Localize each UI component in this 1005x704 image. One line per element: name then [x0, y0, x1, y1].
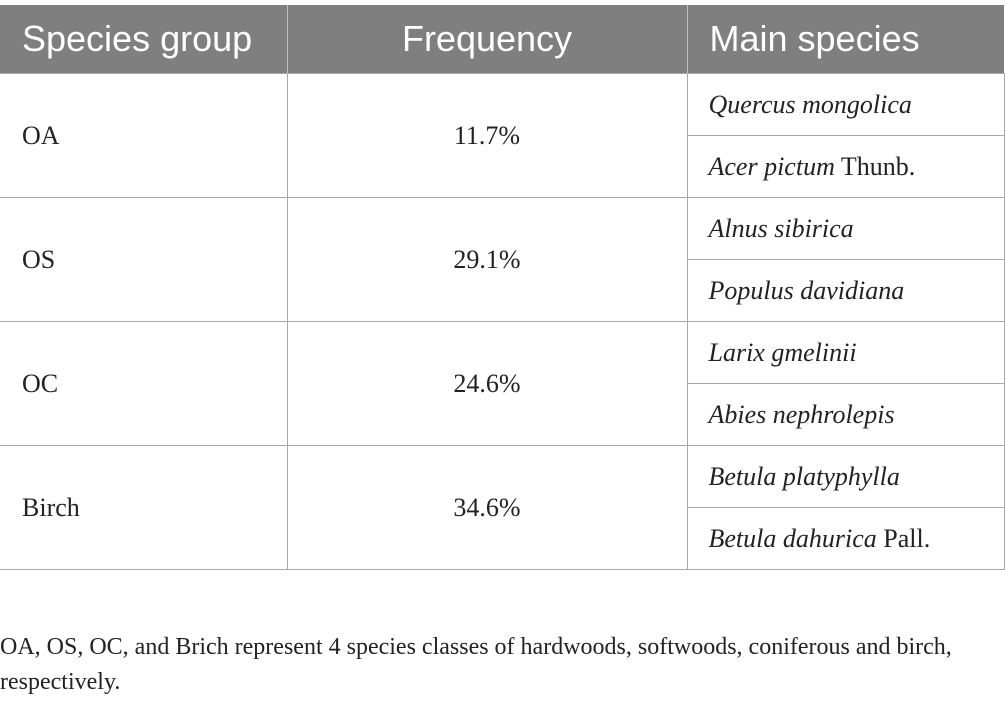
main-species-cell: Quercus mongolica [686, 73, 1005, 136]
table-row: Populus davidiana [0, 259, 1005, 322]
main-species-cell: Betula platyphylla [686, 445, 1005, 508]
species-authority: Thunb. [834, 151, 916, 181]
table-row: Abies nephrolepis [0, 383, 1005, 446]
main-species-cell: Larix gmelinii [686, 321, 1005, 384]
main-species-cell: Betula dahurica Pall. [687, 507, 1005, 570]
species-name: Larix gmelinii [708, 337, 857, 367]
species-name: Acer pictum [708, 151, 835, 181]
species-group-cell: Birch [0, 445, 288, 570]
header-main-species: Main species [687, 5, 1004, 74]
main-species-cell: Abies nephrolepis [687, 383, 1005, 446]
species-name: Betula platyphylla [708, 461, 900, 491]
main-species-cell: Alnus sibirica [686, 197, 1005, 260]
species-name: Betula dahurica [708, 523, 877, 553]
frequency-cell: 29.1% [286, 197, 688, 322]
species-table: Species group Frequency Main species OA … [0, 5, 1005, 570]
species-name: Populus davidiana [708, 275, 905, 305]
species-authority: Pall. [876, 523, 931, 553]
table-row: Birch 34.6% Betula platyphylla [0, 445, 1005, 570]
frequency-cell: 11.7% [286, 73, 688, 198]
species-name: Quercus mongolica [708, 89, 912, 119]
header-species-group: Species group [0, 5, 288, 74]
frequency-cell: 24.6% [286, 321, 688, 446]
species-name: Abies nephrolepis [708, 399, 895, 429]
header-row: Species group Frequency Main species [0, 5, 1004, 74]
species-group-cell: OC [0, 321, 288, 446]
species-name: Alnus sibirica [708, 213, 854, 243]
main-species-cell: Acer pictum Thunb. [687, 135, 1005, 198]
table-row: Betula dahurica Pall. [0, 507, 1005, 570]
main-species-cell: Populus davidiana [687, 259, 1005, 322]
table-row: Acer pictum Thunb. [0, 135, 1005, 198]
frequency-cell: 34.6% [286, 445, 688, 570]
species-group-cell: OS [0, 197, 288, 322]
table-row: OS 29.1% Alnus sibirica [0, 197, 1005, 322]
table-row: OC 24.6% Larix gmelinii [0, 321, 1005, 446]
header-frequency: Frequency [287, 5, 688, 74]
table-footnote: OA, OS, OC, and Brich represent 4 specie… [0, 634, 952, 695]
table-row: OA 11.7% Quercus mongolica [0, 73, 1005, 198]
species-group-cell: OA [0, 73, 288, 198]
